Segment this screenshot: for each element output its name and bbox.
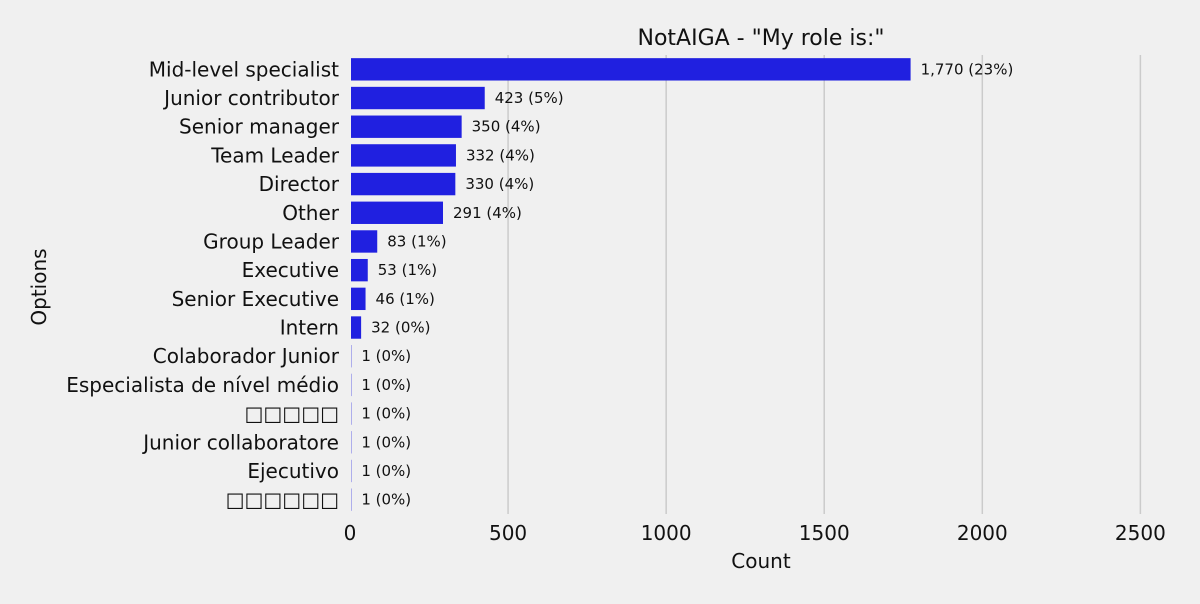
data-label: 83 (1%): [387, 232, 446, 250]
category-label: Executive: [242, 258, 339, 282]
bar: [351, 316, 361, 338]
category-label: Intern: [280, 316, 339, 340]
category-label: Group Leader: [203, 229, 340, 253]
x-tick-label: 1000: [641, 521, 692, 545]
data-label: 350 (4%): [472, 118, 541, 136]
bar: [351, 144, 456, 166]
category-label: Senior manager: [179, 115, 340, 139]
x-tick-label: 2500: [1115, 521, 1166, 545]
data-label: 46 (1%): [376, 290, 435, 308]
category-label: Junior contributor: [162, 86, 340, 110]
data-label: 423 (5%): [495, 89, 564, 107]
data-label: 1 (0%): [361, 462, 411, 480]
category-label: □□□□□□: [226, 488, 339, 512]
chart-title: NotAIGA - "My role is:": [638, 26, 885, 51]
bar: [351, 173, 455, 195]
category-label: Junior collaboratore: [141, 430, 339, 454]
category-label: □□□□□: [245, 402, 339, 426]
category-label: Team Leader: [210, 143, 340, 167]
data-label: 1 (0%): [361, 405, 411, 423]
category-label: Ejecutivo: [247, 459, 339, 483]
x-tick-label: 500: [489, 521, 527, 545]
data-label: 32 (0%): [371, 319, 430, 337]
category-label: Colaborador Junior: [153, 344, 340, 368]
data-label: 332 (4%): [466, 146, 535, 164]
x-axis-label: Count: [731, 549, 791, 573]
bar: [351, 230, 377, 252]
category-label: Mid-level specialist: [149, 57, 339, 81]
data-label: 1 (0%): [361, 491, 411, 509]
data-label: 330 (4%): [465, 175, 534, 193]
x-tick-label: 1500: [799, 521, 850, 545]
data-label: 291 (4%): [453, 204, 522, 222]
category-label: Senior Executive: [172, 287, 339, 311]
x-tick-label: 0: [344, 521, 357, 545]
data-label: 1 (0%): [361, 433, 411, 451]
data-label: 53 (1%): [378, 261, 437, 279]
bar: [351, 259, 368, 281]
category-label: Other: [282, 201, 340, 225]
bar: [351, 288, 366, 310]
data-label: 1,770 (23%): [921, 60, 1014, 78]
category-label: Especialista de nível médio: [66, 373, 339, 397]
x-tick-label: 2000: [957, 521, 1008, 545]
data-label: 1 (0%): [361, 347, 411, 365]
data-label: 1 (0%): [361, 376, 411, 394]
bar: [351, 87, 485, 109]
bar: [351, 116, 462, 138]
bar: [351, 202, 443, 224]
category-label: Director: [259, 172, 340, 196]
y-axis-label: Options: [27, 248, 51, 325]
bar: [351, 58, 911, 80]
